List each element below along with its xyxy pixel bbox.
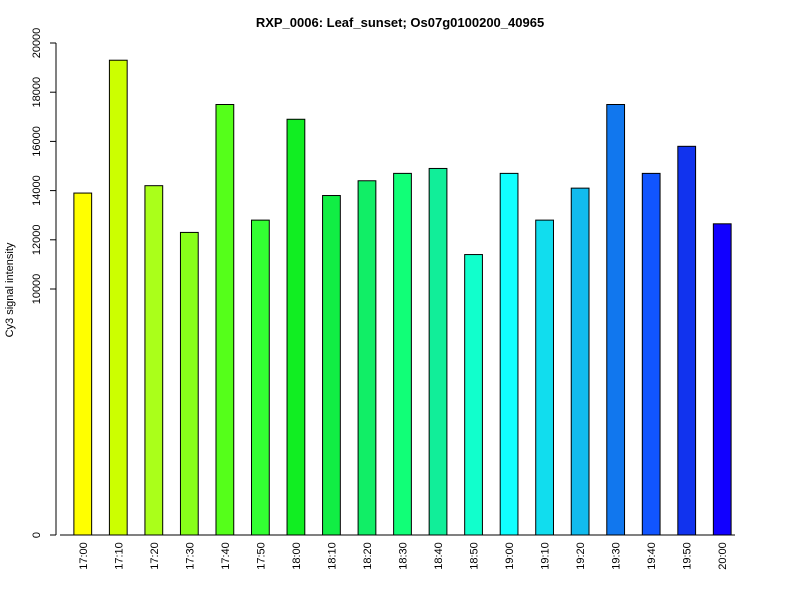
bar-2000	[712, 223, 732, 536]
x-tick-label: 19:00	[504, 542, 516, 570]
x-tick-label: 17:10	[113, 542, 125, 570]
x-tick-label: 17:30	[184, 542, 196, 570]
y-axis: 0 10000 12000 14000 16000 18000 20000	[31, 28, 57, 538]
x-tick-label: 17:40	[220, 542, 232, 570]
x-tick-label: 19:50	[682, 542, 694, 570]
x-tick-label: 18:30	[398, 542, 410, 570]
x-tick-label: 18:40	[433, 542, 445, 570]
x-tick-label: 18:20	[362, 542, 374, 570]
bar-1750	[251, 219, 270, 536]
bar-1740	[215, 104, 235, 536]
bar-1720	[144, 185, 164, 536]
y-tick-label: 18000	[31, 77, 43, 108]
chart-title: RXP_0006: Leaf_sunset; Os07g0100200_4096…	[256, 15, 544, 30]
y-tick-label: 0	[31, 532, 43, 538]
y-axis-label: Cy3 signal intensity	[4, 242, 16, 337]
x-tick-label: 19:10	[540, 542, 552, 570]
y-tick-label: 16000	[31, 126, 43, 157]
x-tick-label: 20:00	[717, 542, 729, 570]
x-tick-label: 19:20	[575, 542, 587, 570]
x-tick-label: 19:30	[611, 542, 623, 570]
x-tick-label: 19:40	[646, 542, 658, 570]
bar-1900	[499, 172, 519, 536]
bar-1810	[322, 195, 341, 536]
x-tick-label: 18:10	[326, 542, 338, 570]
bar-1920	[570, 187, 590, 536]
bar-1710	[108, 59, 128, 536]
bar-1800	[286, 118, 306, 536]
y-tick-label: 20000	[31, 28, 43, 59]
y-tick-label: 14000	[31, 175, 43, 206]
x-tick-label: 17:50	[255, 542, 267, 570]
bar-1950	[677, 145, 697, 536]
x-axis: 17:00 17:10 17:20 17:30 17:40 17:50 18:00 18:10…	[60, 534, 735, 570]
bar-1830	[393, 172, 412, 536]
bar-1910	[535, 219, 554, 536]
bar-1700	[73, 192, 93, 536]
bar-1850	[464, 254, 483, 536]
bar-1730	[179, 231, 199, 536]
bar-1930	[606, 104, 626, 536]
x-tick-label: 17:00	[78, 542, 90, 570]
bar-1940	[641, 172, 661, 536]
x-tick-label: 18:50	[469, 542, 481, 570]
x-tick-label: 17:20	[149, 542, 161, 570]
x-tick-label: 18:00	[291, 542, 303, 570]
y-tick-label: 10000	[31, 274, 43, 305]
bars-group	[73, 59, 732, 536]
bar-1820	[357, 180, 377, 536]
bar-1840	[428, 167, 448, 536]
y-tick-label: 12000	[31, 225, 43, 256]
